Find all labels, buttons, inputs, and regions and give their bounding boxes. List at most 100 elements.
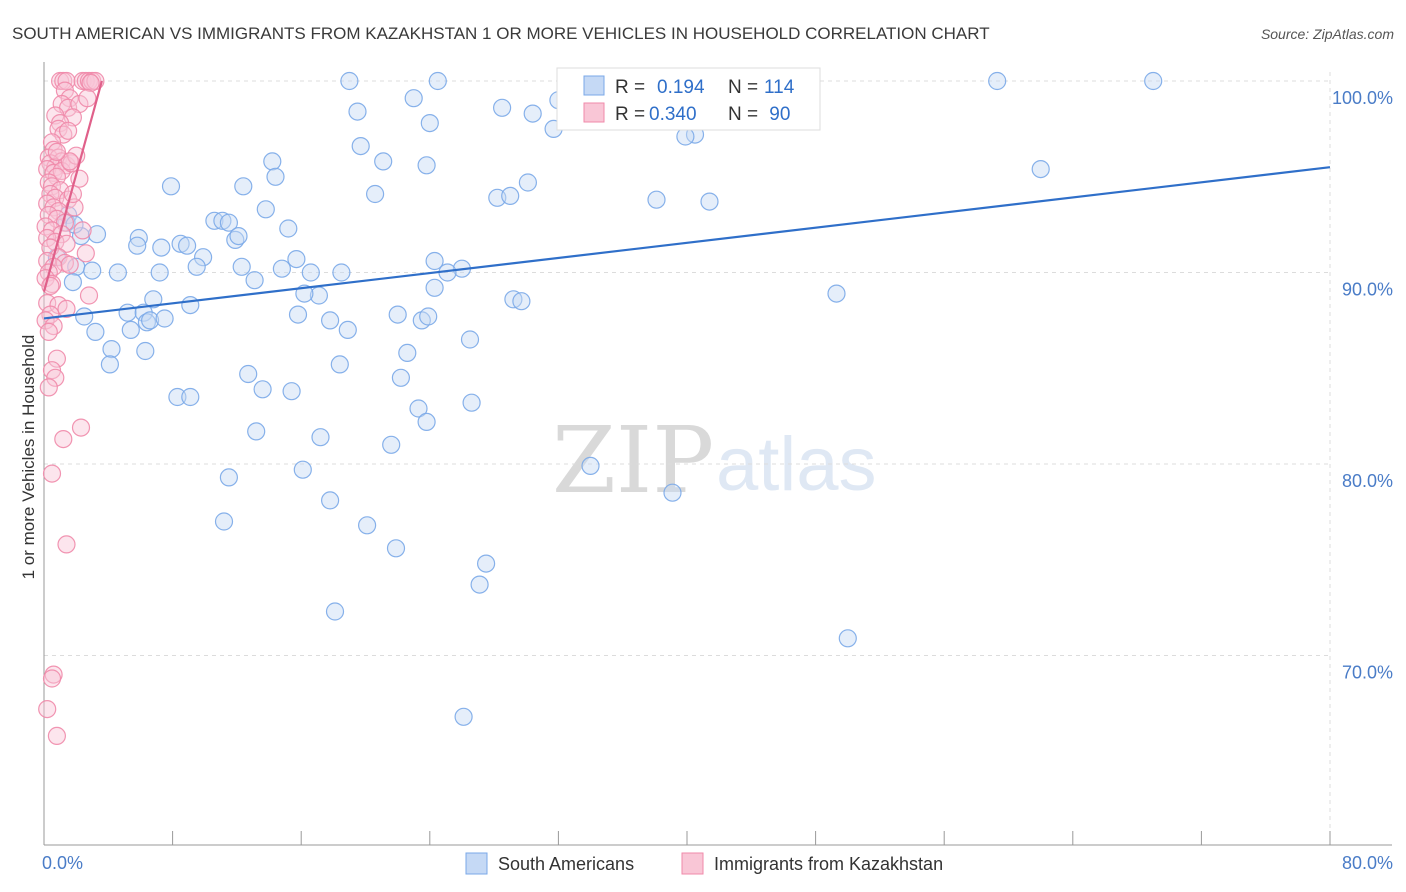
point-south-americans-61: [118, 303, 137, 322]
point-south-americans-12: [351, 137, 370, 156]
point-south-americans-102: [454, 707, 473, 726]
point-south-americans-91: [581, 456, 600, 475]
point-kazakhstan-86: [60, 152, 79, 171]
series-legend-swatch-south-americans: [465, 852, 488, 875]
y-tick-label-3: 70.0%: [1342, 663, 1393, 683]
point-south-americans-76: [398, 343, 417, 362]
point-south-americans-72: [338, 320, 357, 339]
point-kazakhstan-89: [58, 121, 78, 140]
point-kazakhstan-72: [71, 418, 91, 437]
point-kazakhstan-88: [78, 89, 97, 108]
point-south-americans-101: [838, 629, 857, 648]
point-south-americans-36: [171, 234, 190, 253]
series-kazakhstan-points: [36, 71, 105, 746]
point-south-americans-15: [417, 156, 436, 175]
point-south-americans-99: [470, 575, 489, 594]
point-south-americans-21: [366, 184, 385, 204]
point-south-americans-77: [100, 355, 120, 374]
chart-source: Source: ZipAtlas.com: [1261, 26, 1394, 42]
point-south-americans-78: [239, 364, 258, 384]
point-kazakhstan-56: [60, 255, 79, 274]
point-kazakhstan-83: [73, 221, 92, 240]
point-south-americans-42: [425, 251, 444, 271]
stats-legend-swatch-south-americans: [583, 75, 605, 96]
point-south-americans-73: [460, 330, 480, 349]
point-kazakhstan-40: [65, 198, 84, 217]
point-south-americans-98: [477, 554, 496, 573]
point-south-americans-80: [253, 380, 272, 399]
point-south-americans-112: [245, 271, 264, 290]
point-south-americans-1: [428, 71, 447, 91]
point-kazakhstan-8: [81, 73, 100, 93]
point-south-americans-75: [136, 341, 155, 361]
point-south-americans-65: [75, 307, 94, 326]
stats-legend-r-label-0: R =: [615, 77, 645, 98]
point-south-americans-96: [358, 516, 377, 535]
point-south-americans-108: [330, 355, 349, 374]
stats-legend-r-value-1: 0.340: [649, 104, 697, 125]
point-south-americans-100: [325, 602, 345, 621]
point-south-americans-13: [263, 152, 282, 171]
point-kazakhstan-67: [39, 322, 58, 341]
point-south-americans-92: [219, 468, 238, 487]
point-kazakhstan-71: [39, 378, 58, 397]
point-south-americans-18: [161, 177, 181, 196]
point-south-americans-14: [374, 152, 393, 171]
point-south-americans-93: [663, 483, 682, 502]
point-south-americans-109: [178, 236, 197, 255]
point-south-americans-25: [700, 192, 719, 211]
x-tick-label-max: 80.0%: [1342, 853, 1393, 873]
point-south-americans-84: [409, 399, 428, 418]
point-south-americans-59: [181, 296, 200, 315]
point-south-americans-111: [87, 225, 107, 244]
point-south-americans-64: [388, 305, 407, 324]
point-south-americans-7: [493, 98, 512, 117]
y-tick-labels: 100.0% 90.0% 80.0% 70.0%: [1332, 88, 1393, 683]
stats-legend-n-label-0: N =: [728, 77, 758, 98]
point-south-americans-4: [1144, 71, 1163, 91]
series-legend: South Americans Immigrants from Kazakhst…: [465, 852, 943, 875]
point-south-americans-38: [194, 248, 213, 267]
stats-legend-n-value-1: 90: [764, 104, 790, 125]
point-south-americans-81: [282, 382, 301, 401]
point-south-americans-17: [1031, 160, 1050, 179]
point-kazakhstan-68: [47, 349, 67, 368]
point-south-americans-48: [150, 263, 169, 282]
point-kazakhstan-60: [79, 286, 99, 305]
point-south-americans-47: [108, 263, 128, 282]
point-kazakhstan-75: [57, 535, 76, 554]
point-south-americans-106: [141, 311, 160, 330]
y-tick-label-0: 100.0%: [1332, 88, 1393, 108]
point-south-americans-46: [83, 261, 102, 280]
series-legend-label-kazakhstan: Immigrants from Kazakhstan: [714, 854, 943, 874]
point-kazakhstan-19: [42, 133, 62, 152]
point-south-americans-49: [301, 263, 320, 282]
point-south-americans-74: [102, 340, 121, 359]
stats-legend: R = 0.194 N = 114 R = 0.340 N = 90: [556, 67, 821, 131]
point-kazakhstan-73: [54, 430, 73, 449]
point-south-americans-31: [279, 219, 298, 238]
point-south-americans-20: [518, 173, 538, 192]
point-south-americans-43: [187, 257, 206, 276]
x-tick-label-min: 0.0%: [42, 853, 83, 873]
point-south-americans-35: [229, 227, 248, 246]
point-south-americans-0: [340, 71, 359, 91]
point-south-americans-113: [155, 309, 174, 328]
point-kazakhstan-74: [42, 464, 62, 483]
trend-line-kazakhstan: [42, 80, 103, 292]
point-south-americans-71: [121, 320, 140, 339]
point-south-americans-83: [181, 387, 200, 407]
point-south-americans-19: [234, 177, 253, 196]
point-south-americans-33: [129, 228, 148, 248]
point-south-americans-85: [462, 393, 481, 412]
point-south-americans-68: [321, 311, 340, 330]
point-south-americans-44: [232, 257, 251, 276]
point-south-americans-37: [152, 238, 171, 257]
point-south-americans-58: [144, 290, 163, 309]
point-south-americans-8: [523, 104, 542, 123]
watermark: ZIP atlas: [552, 407, 877, 514]
stats-legend-r-value-0: 0.194: [657, 77, 705, 98]
point-kazakhstan-70: [46, 368, 65, 387]
point-south-americans-67: [419, 307, 438, 326]
